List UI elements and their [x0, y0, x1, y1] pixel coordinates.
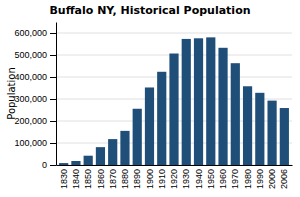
y-tick-label: 200,000 — [14, 116, 47, 126]
y-tick-mark — [50, 55, 56, 56]
y-tick-label: 300,000 — [14, 94, 47, 104]
x-tick-label: 1900 — [145, 169, 155, 189]
x-tick: 1910 — [157, 169, 167, 189]
x-tick-label: 1890 — [132, 169, 142, 189]
bar — [280, 108, 289, 165]
x-tick-label: 1860 — [96, 169, 106, 189]
bar — [59, 163, 68, 165]
x-axis-line — [57, 165, 293, 166]
y-tick: 100,000 — [14, 138, 56, 148]
title: Buffalo NY, Historical Population — [49, 4, 250, 17]
x-tick: 1920 — [169, 169, 179, 189]
x-tick: 1940 — [194, 169, 204, 189]
x-tick-label: 1930 — [181, 169, 191, 189]
bar — [169, 54, 178, 165]
x-tick: 2000 — [267, 169, 277, 189]
y-tick-mark — [50, 165, 56, 166]
y-tick: 300,000 — [14, 94, 56, 104]
bar — [108, 139, 117, 165]
y-tick-label: 400,000 — [14, 72, 47, 82]
x-tick: 1960 — [218, 169, 228, 189]
x-tick: 1830 — [59, 169, 69, 189]
x-tick-label: 1970 — [230, 169, 240, 189]
y-tick-label: 600,000 — [14, 28, 47, 38]
x-tick: 1870 — [108, 169, 118, 189]
y-tick-mark — [50, 99, 56, 100]
x-tick: 1890 — [132, 169, 142, 189]
y-tick: 400,000 — [14, 72, 56, 82]
chart: 0 100,000 200,000 300,000 400,000 500,000 600,… — [0, 0, 300, 197]
x-tick: 1850 — [83, 169, 93, 189]
bar — [194, 38, 203, 165]
bar — [182, 39, 191, 165]
bar — [71, 161, 80, 165]
x-tick: 1970 — [230, 169, 240, 189]
x-tick: 1860 — [96, 169, 106, 189]
y-axis-line — [56, 23, 57, 166]
x-tick: 1900 — [145, 169, 155, 189]
x-tick: 1950 — [206, 169, 216, 189]
bar — [145, 87, 154, 165]
y-axis: 0 100,000 200,000 300,000 400,000 500,000 600,… — [14, 23, 56, 171]
x-axis: 1830184018501860187018801890190019101920… — [57, 166, 293, 190]
bar — [267, 101, 276, 165]
y-tick: 200,000 — [14, 116, 56, 126]
x-tick-label: 1910 — [157, 169, 167, 189]
x-tick-label: 1990 — [255, 169, 265, 189]
x-tick: 1930 — [181, 169, 191, 189]
y-tick-mark — [50, 77, 56, 78]
bar — [133, 109, 142, 165]
x-tick-label: 1950 — [206, 169, 216, 189]
grid-line — [56, 33, 292, 34]
x-tick: 1840 — [71, 169, 81, 189]
x-tick: 2006 — [279, 169, 289, 189]
y-tick-label: 500,000 — [14, 50, 47, 60]
x-tick-label: 1880 — [120, 169, 130, 189]
bar — [206, 37, 215, 165]
x-tick: 1880 — [120, 169, 130, 189]
bar — [231, 63, 240, 165]
y-tick-mark — [50, 33, 56, 34]
x-tick-label: 1980 — [243, 169, 253, 189]
x-tick: 1980 — [243, 169, 253, 189]
x-tick-label: 1840 — [71, 169, 81, 189]
bar — [96, 147, 105, 165]
bar — [84, 156, 93, 165]
y-axis-title: Population — [6, 67, 17, 120]
x-tick-label: 1830 — [59, 169, 69, 189]
bar — [218, 48, 227, 165]
bar — [157, 72, 166, 165]
bar — [243, 86, 252, 165]
bar — [255, 93, 264, 165]
grid — [56, 33, 292, 165]
x-tick-label: 1940 — [194, 169, 204, 189]
x-tick-label: 1850 — [83, 169, 93, 189]
x-tick: 1990 — [255, 169, 265, 189]
x-tick-label: 1920 — [169, 169, 179, 189]
y-tick-mark — [50, 143, 56, 144]
x-tick-label: 2006 — [279, 169, 289, 189]
chart-container: 0 100,000 200,000 300,000 400,000 500,000 600,… — [0, 0, 300, 197]
plot: 0 100,000 200,000 300,000 400,000 500,000 600,… — [14, 23, 292, 190]
x-tick-label: 1870 — [108, 169, 118, 189]
x-tick-label: 1960 — [218, 169, 228, 189]
y-tick: 600,000 — [14, 28, 56, 38]
y-tick-mark — [50, 121, 56, 122]
bar — [120, 131, 129, 165]
y-tick: 0 — [42, 160, 56, 170]
bars — [59, 37, 289, 165]
y-tick: 500,000 — [14, 50, 56, 60]
y-tick-label: 0 — [42, 160, 47, 170]
y-tick-label: 100,000 — [14, 138, 47, 148]
x-tick-label: 2000 — [267, 169, 277, 189]
